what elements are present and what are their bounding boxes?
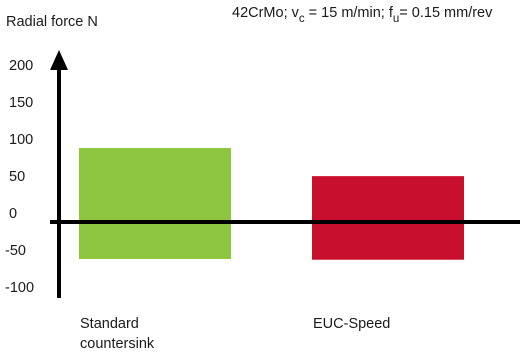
bar-euc-speed [312,176,464,260]
y-axis-arrowhead [50,50,68,70]
x-category-labels: Standard countersink EUC-Speed [80,316,390,352]
y-tick-label: 100 [9,132,33,148]
y-tick-label: 200 [9,58,33,74]
annotation-f-value: = 0.15 mm/rev [399,5,493,21]
test-conditions-annotation: 42CrMo; vc = 15 m/min; fu= 0.15 mm/rev [232,5,493,25]
category-label: countersink [80,336,155,352]
y-tick-labels: 200 150 100 50 0 -50 -100 [5,58,34,296]
category-label: Standard [80,316,139,332]
y-tick-label: -100 [5,280,34,296]
annotation-material: 42CrMo; v [232,5,300,21]
bar-standard-countersink [79,148,231,259]
y-axis-label: Radial force N [6,14,98,30]
y-tick-label: -50 [5,243,26,259]
bars-group [79,148,464,260]
annotation-v-subscript: c [299,13,305,25]
annotation-f-subscript: u [393,13,399,25]
annotation-v-value: = 15 m/min; f [305,5,394,21]
y-tick-label: 150 [9,95,33,111]
y-tick-label: 50 [9,169,25,185]
y-tick-label: 0 [9,206,17,222]
category-label: EUC-Speed [313,316,390,332]
